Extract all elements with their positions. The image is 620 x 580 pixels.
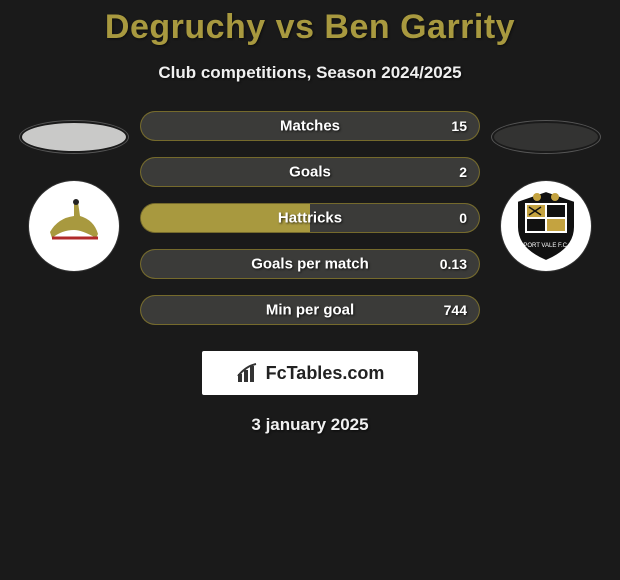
right-club-crest: PORT VALE F.C. <box>501 181 591 271</box>
stat-row: Hattricks 0 <box>140 203 480 233</box>
date-text: 3 january 2025 <box>0 415 620 435</box>
right-player-column: PORT VALE F.C. <box>492 111 600 271</box>
stat-label: Hattricks <box>278 210 342 227</box>
stat-row: Min per goal 744 <box>140 295 480 325</box>
stat-label: Matches <box>280 118 340 135</box>
source-logo: FcTables.com <box>202 351 418 395</box>
stat-value-right: 2 <box>459 164 467 180</box>
subtitle: Club competitions, Season 2024/2025 <box>0 63 620 83</box>
left-player-avatar <box>20 121 128 153</box>
source-logo-text: FcTables.com <box>266 363 385 384</box>
stat-row: Goals per match 0.13 <box>140 249 480 279</box>
svg-text:PORT VALE F.C.: PORT VALE F.C. <box>523 243 569 249</box>
crest-icon <box>38 190 110 262</box>
stats-column: Matches 15 Goals 2 Hattricks 0 Goals per match… <box>140 111 480 325</box>
body-row: Matches 15 Goals 2 Hattricks 0 Goals per match… <box>0 111 620 325</box>
right-player-avatar <box>492 121 600 153</box>
left-club-crest <box>29 181 119 271</box>
page-title: Degruchy vs Ben Garrity <box>0 8 620 47</box>
stat-value-right: 0.13 <box>440 256 467 272</box>
stat-row: Goals 2 <box>140 157 480 187</box>
stat-label: Min per goal <box>266 302 354 319</box>
bar-chart-icon <box>236 362 260 384</box>
comparison-card: Degruchy vs Ben Garrity Club competition… <box>0 0 620 435</box>
stat-value-right: 15 <box>451 118 467 134</box>
stat-row: Matches 15 <box>140 111 480 141</box>
stat-label: Goals <box>289 164 331 181</box>
stat-label: Goals per match <box>251 256 369 273</box>
stat-value-right: 744 <box>444 302 467 318</box>
stat-value-right: 0 <box>459 210 467 226</box>
left-player-column <box>20 111 128 271</box>
crest-icon: PORT VALE F.C. <box>507 187 585 265</box>
